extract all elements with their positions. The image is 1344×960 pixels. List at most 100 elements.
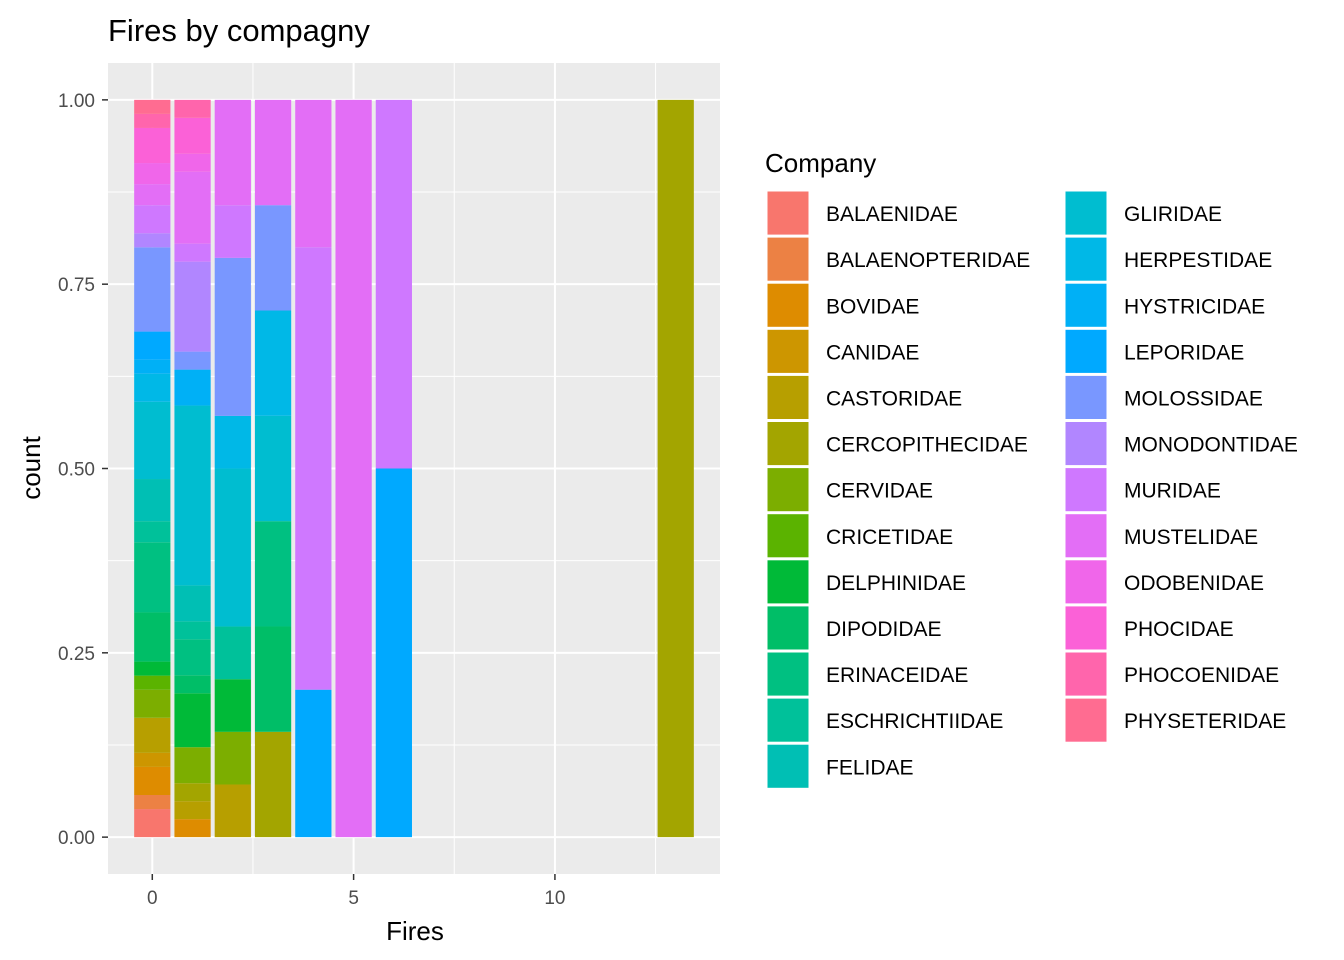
bar-segment <box>174 801 211 820</box>
bar-stack <box>657 99 694 838</box>
legend-item: ERINACEIDAE <box>766 651 968 697</box>
bar-segment <box>214 99 251 206</box>
legend-label: LEPORIDAE <box>1124 341 1244 364</box>
bar-segment <box>134 689 171 718</box>
bar-segment <box>134 205 171 234</box>
bar-segment <box>174 621 211 640</box>
legend: Company BALAENIDAE BALAENOPTERIDAE BOVIDAE… <box>765 148 1298 789</box>
bar-segment <box>134 766 171 796</box>
legend-label: PHOCOENIDAE <box>1124 664 1279 687</box>
bar-segment <box>134 401 171 480</box>
legend-key <box>1064 605 1108 651</box>
legend-item: GLIRIDAE <box>1064 190 1222 236</box>
legend-item: BOVIDAE <box>766 282 919 328</box>
bar-segment <box>134 542 171 613</box>
bar-segment <box>254 99 292 206</box>
bar-segment <box>214 257 251 416</box>
bar-segment <box>214 415 251 469</box>
bar-segment <box>134 247 171 332</box>
legend-label: CERCOPITHECIDAE <box>826 434 1028 457</box>
legend-item: CANIDAE <box>766 328 919 374</box>
legend-label: DIPODIDAE <box>826 618 942 641</box>
bar-segment <box>174 783 211 802</box>
legend-item: MURIDAE <box>1064 467 1221 513</box>
legend-label: HERPESTIDAE <box>1124 249 1272 272</box>
bar-segment <box>295 689 332 838</box>
bar-segment <box>134 99 171 114</box>
bar-segment <box>214 468 251 627</box>
bar-segment <box>174 747 211 784</box>
legend-key <box>1064 190 1108 236</box>
legend-item: CERVIDAE <box>766 467 933 513</box>
bar-segment <box>295 247 332 690</box>
legend-item: FELIDAE <box>766 743 914 789</box>
legend-item: LEPORIDAE <box>1064 328 1244 374</box>
bar-segment <box>375 468 412 838</box>
bar-segment <box>174 117 211 154</box>
legend-key <box>1064 282 1108 328</box>
legend-key <box>1064 651 1108 697</box>
legend-item: DELPHINIDAE <box>766 559 966 605</box>
bar-segment <box>174 351 211 370</box>
y-tick-label: 0.00 <box>58 828 95 849</box>
legend-key <box>766 513 810 559</box>
bar-stack <box>335 99 372 838</box>
legend-item: PHOCOENIDAE <box>1064 651 1279 697</box>
bar-segment <box>214 784 251 838</box>
legend-key <box>766 559 810 605</box>
legend-key <box>1064 467 1108 513</box>
legend-label: CASTORIDAE <box>826 387 962 410</box>
bar-segment <box>134 113 171 128</box>
bar-segment <box>134 795 171 810</box>
legend-key <box>766 421 810 467</box>
bar-segment <box>134 479 171 522</box>
legend-key <box>766 328 810 374</box>
legend-label: ESCHRICHTIIDAE <box>826 710 1003 733</box>
legend-label: BALAENIDAE <box>826 203 958 226</box>
bar-segment <box>174 693 211 748</box>
legend-key <box>766 743 810 789</box>
bar-segment <box>254 521 292 627</box>
legend-label: DELPHINIDAE <box>826 572 966 595</box>
bar-segment <box>134 661 171 676</box>
legend-key <box>1064 421 1108 467</box>
legend-label: ERINACEIDAE <box>826 664 968 687</box>
legend-item: MOLOSSIDAE <box>1064 374 1263 420</box>
bar-segment <box>134 184 171 206</box>
legend-item: CRICETIDAE <box>766 513 953 559</box>
legend-item: BALAENOPTERIDAE <box>766 236 1030 282</box>
bar-stack <box>254 99 292 838</box>
bar-segment <box>214 679 251 732</box>
legend-item: CERCOPITHECIDAE <box>766 421 1028 467</box>
legend-key <box>766 190 810 236</box>
x-axis-title: Fires <box>386 916 444 946</box>
legend-label: BALAENOPTERIDAE <box>826 249 1030 272</box>
legend-label: PHOCIDAE <box>1124 618 1234 641</box>
legend-label: CRICETIDAE <box>826 526 953 549</box>
bar-segment <box>254 626 292 732</box>
legend-label: MUSTELIDAE <box>1124 526 1258 549</box>
bar-segment <box>174 369 211 406</box>
bar-segment <box>214 731 251 785</box>
bar-segment <box>657 99 694 838</box>
bar-segment <box>134 127 171 164</box>
legend-item: HERPESTIDAE <box>1064 236 1272 282</box>
legend-key <box>1064 328 1108 374</box>
legend-label: MURIDAE <box>1124 480 1221 503</box>
legend-item: BALAENIDAE <box>766 190 958 236</box>
legend-label: MOLOSSIDAE <box>1124 387 1263 410</box>
x-tick-label: 0 <box>147 888 158 909</box>
bar-segment <box>254 205 292 311</box>
y-tick-label: 0.50 <box>58 460 95 481</box>
legend-label: FELIDAE <box>826 756 914 779</box>
bar-segment <box>335 99 372 838</box>
bar-segment <box>254 415 292 522</box>
bar-segment <box>134 675 171 690</box>
legend-label: BOVIDAE <box>826 295 919 318</box>
legend-item: ODOBENIDAE <box>1064 559 1264 605</box>
bar-segment <box>174 171 211 244</box>
legend-key <box>1064 236 1108 282</box>
bar-segment <box>214 205 251 258</box>
plot-panel <box>108 63 720 874</box>
chart-title: Fires by compagny <box>108 13 370 48</box>
